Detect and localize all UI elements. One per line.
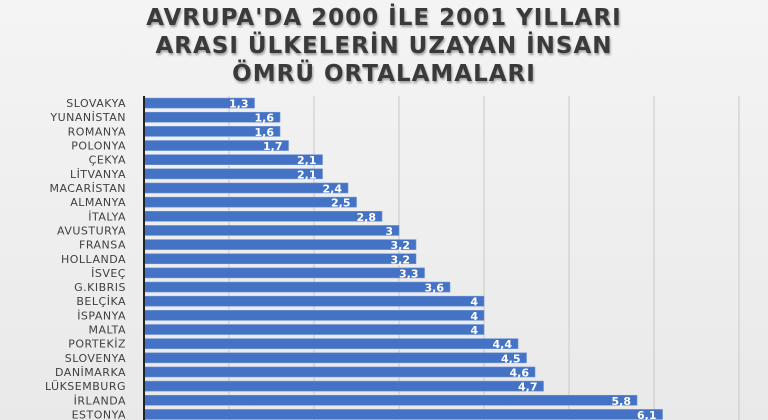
category-label: ÇEKYA [89, 154, 126, 167]
category-label: ESTONYA [72, 408, 126, 420]
data-label: 4,4 [493, 338, 513, 351]
bar [143, 168, 323, 180]
category-label: PORTEKİZ [68, 338, 126, 351]
bar [143, 196, 357, 208]
category-label: BELÇİKA [76, 295, 126, 308]
category-label: ALMANYA [70, 196, 126, 209]
data-label: 6,1 [637, 409, 657, 420]
title-line: ARASI ÜLKELERİN UZAYAN İNSAN [155, 33, 613, 59]
data-label: 2,5 [331, 197, 351, 210]
bar [143, 338, 519, 349]
data-label: 1,7 [263, 140, 283, 153]
data-label: 3,2 [391, 239, 411, 252]
bar [143, 253, 417, 265]
data-label: 2,1 [297, 154, 317, 167]
category-label: HOLLANDA [61, 253, 126, 266]
data-label: 4,7 [518, 381, 538, 394]
chart-title: AVRUPA'DA 2000 İLE 2001 YILLARI ARASI ÜL… [0, 4, 768, 88]
bar [143, 225, 400, 236]
bar [143, 210, 383, 222]
category-label: İSPANYA [77, 309, 126, 322]
category-label: İSVEÇ [91, 267, 126, 280]
data-label: 1,3 [229, 98, 249, 111]
category-label: İRLANDA [74, 394, 126, 407]
data-label: 3,6 [425, 282, 445, 295]
bar [143, 239, 417, 250]
bar [143, 281, 451, 293]
category-label: POLONYA [71, 140, 126, 153]
bar [143, 366, 536, 378]
data-label: 3 [385, 225, 393, 238]
data-label: 5,8 [612, 395, 632, 408]
category-label: AVUSTURYA [57, 224, 126, 237]
data-label: 3,3 [399, 267, 419, 280]
title-line: AVRUPA'DA 2000 İLE 2001 YILLARI [146, 5, 622, 31]
category-label: MALTA [88, 324, 126, 337]
bar [143, 182, 349, 194]
bar [143, 352, 527, 364]
data-label: 2,8 [357, 211, 377, 224]
category-label: LÜKSEMBURG [45, 380, 126, 393]
category-label: DANİMARKA [55, 366, 126, 379]
bar [143, 154, 323, 165]
bar [143, 267, 425, 279]
bar [143, 394, 638, 406]
data-label: 2,1 [297, 168, 317, 181]
data-label: 1,6 [255, 126, 275, 139]
bar [143, 310, 485, 321]
category-label: YUNANİSTAN [49, 111, 126, 124]
bar [143, 295, 485, 307]
category-label: LİTVANYA [70, 168, 126, 181]
data-label: 4 [470, 324, 478, 337]
data-label: 3,2 [391, 253, 411, 266]
data-label: 4,6 [510, 366, 530, 379]
data-label: 4,5 [501, 352, 521, 365]
category-label: ROMANYA [68, 125, 126, 138]
category-label: SLOVAKYA [66, 97, 126, 110]
category-label: İTALYA [88, 210, 126, 223]
bar [143, 409, 663, 420]
data-label: 2,4 [323, 182, 343, 195]
data-label: 1,6 [255, 112, 275, 125]
data-label: 4 [470, 310, 478, 323]
title-line: ÖMRÜ ORTALAMALARI [232, 61, 536, 87]
category-label: G.KIBRIS [74, 281, 126, 294]
category-label: FRANSA [79, 239, 126, 252]
category-label: MACARİSTAN [49, 182, 126, 195]
bar [143, 380, 544, 392]
category-label: SLOVENYA [65, 352, 126, 365]
bar [143, 324, 485, 335]
data-label: 4 [470, 296, 478, 309]
